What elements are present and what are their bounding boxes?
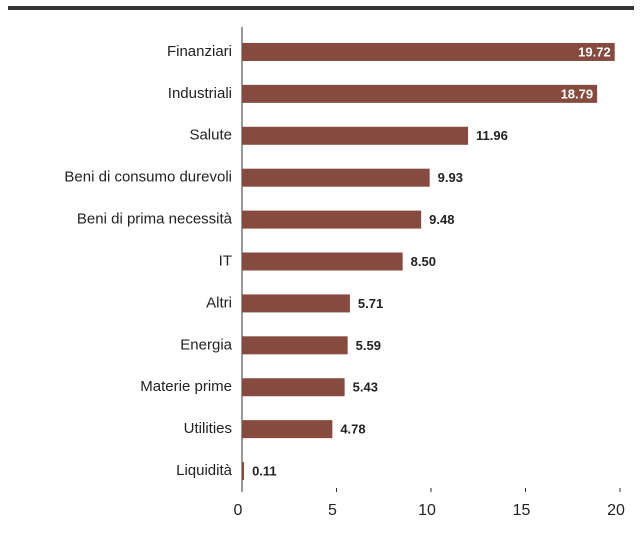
- x-tick-label: 10: [418, 502, 436, 519]
- value-label: 5.59: [356, 338, 381, 353]
- y-tick-label: IT: [219, 252, 232, 269]
- top-rule: [8, 6, 634, 10]
- bar: [242, 294, 350, 313]
- bar: [242, 84, 598, 103]
- x-tick-label: 15: [513, 502, 531, 519]
- y-tick-label: Energia: [180, 336, 232, 353]
- x-tick-label: 0: [234, 502, 243, 519]
- bar: [242, 168, 430, 187]
- value-label: 9.48: [429, 212, 454, 227]
- y-tick-label: Materie prime: [140, 378, 232, 395]
- x-tick-label: 5: [328, 502, 337, 519]
- value-label: 0.11: [252, 463, 277, 478]
- y-tick-label: Salute: [189, 127, 232, 144]
- value-label: 5.71: [358, 296, 383, 311]
- bar: [242, 42, 615, 61]
- bar: [242, 420, 333, 439]
- bar: [242, 126, 469, 145]
- value-label: 4.78: [340, 422, 365, 437]
- x-tick-label: 20: [607, 502, 625, 519]
- y-tick-label: Beni di prima necessità: [77, 211, 233, 228]
- bar: [242, 378, 345, 397]
- value-label: 8.50: [411, 254, 436, 269]
- value-label: 18.79: [561, 86, 594, 101]
- y-tick-label: Liquidità: [176, 462, 233, 479]
- value-label: 5.43: [353, 380, 378, 395]
- y-tick-label: Finanziari: [167, 43, 232, 60]
- y-tick-label: Industriali: [168, 85, 232, 102]
- y-tick-label: Altri: [206, 294, 232, 311]
- value-label: 11.96: [476, 128, 508, 143]
- bar: [242, 462, 245, 481]
- value-label: 19.72: [578, 44, 611, 59]
- bar: [242, 210, 422, 229]
- y-tick-label: Utilities: [184, 420, 232, 437]
- bar: [242, 336, 348, 355]
- y-tick-label: Beni di consumo durevoli: [64, 169, 232, 186]
- bar: [242, 252, 403, 271]
- value-label: 9.93: [438, 170, 463, 185]
